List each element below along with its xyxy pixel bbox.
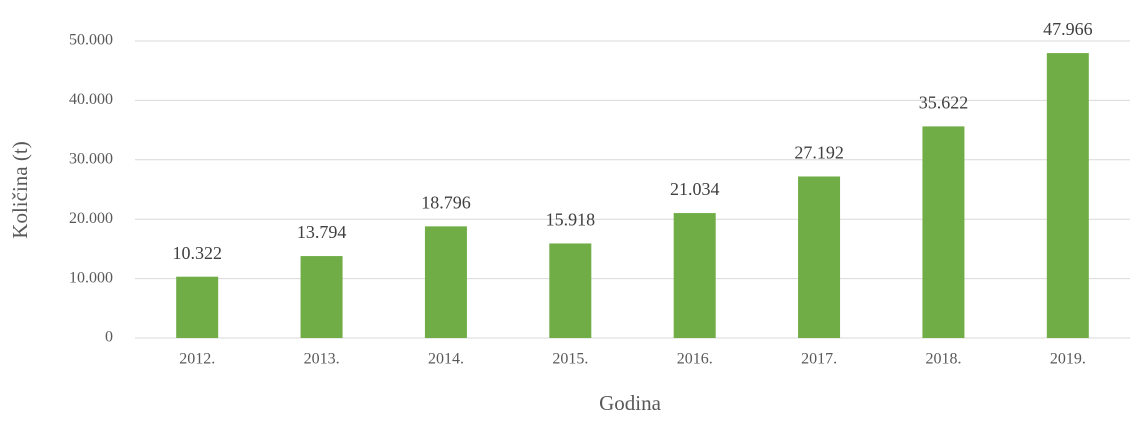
x-tick-label: 2016. xyxy=(677,351,713,368)
value-label: 13.794 xyxy=(297,222,347,242)
bar xyxy=(176,276,219,338)
value-label: 27.192 xyxy=(794,143,844,163)
y-tick-label: 10.000 xyxy=(69,269,113,286)
value-label: 15.918 xyxy=(546,210,596,230)
x-tick-label: 2019. xyxy=(1050,351,1086,368)
value-label: 10.322 xyxy=(172,243,222,263)
value-label: 47.966 xyxy=(1043,19,1093,39)
y-tick-label: 40.000 xyxy=(69,91,113,108)
y-tick-label: 20.000 xyxy=(69,210,113,227)
x-tick-label: 2015. xyxy=(552,351,588,368)
x-tick-label: 2014. xyxy=(428,351,464,368)
x-tick-label: 2012. xyxy=(179,351,215,368)
bar xyxy=(673,213,716,338)
value-label: 18.796 xyxy=(421,192,471,212)
value-label: 21.034 xyxy=(670,179,720,199)
x-tick-label: 2017. xyxy=(801,351,837,368)
x-tick-label: 2013. xyxy=(304,351,340,368)
bar xyxy=(549,243,592,338)
bar xyxy=(798,176,841,338)
y-tick-label: 50.000 xyxy=(69,32,113,49)
y-tick-label: 0 xyxy=(105,329,113,346)
y-tick-label: 30.000 xyxy=(69,150,113,167)
bar xyxy=(1046,53,1089,338)
bar xyxy=(922,126,965,338)
x-tick-label: 2018. xyxy=(925,351,961,368)
x-axis-title: Godina xyxy=(599,391,662,415)
y-axis-title: Količina (t) xyxy=(8,141,32,238)
value-label: 35.622 xyxy=(919,93,969,113)
bar xyxy=(300,256,343,338)
bar xyxy=(424,226,467,338)
